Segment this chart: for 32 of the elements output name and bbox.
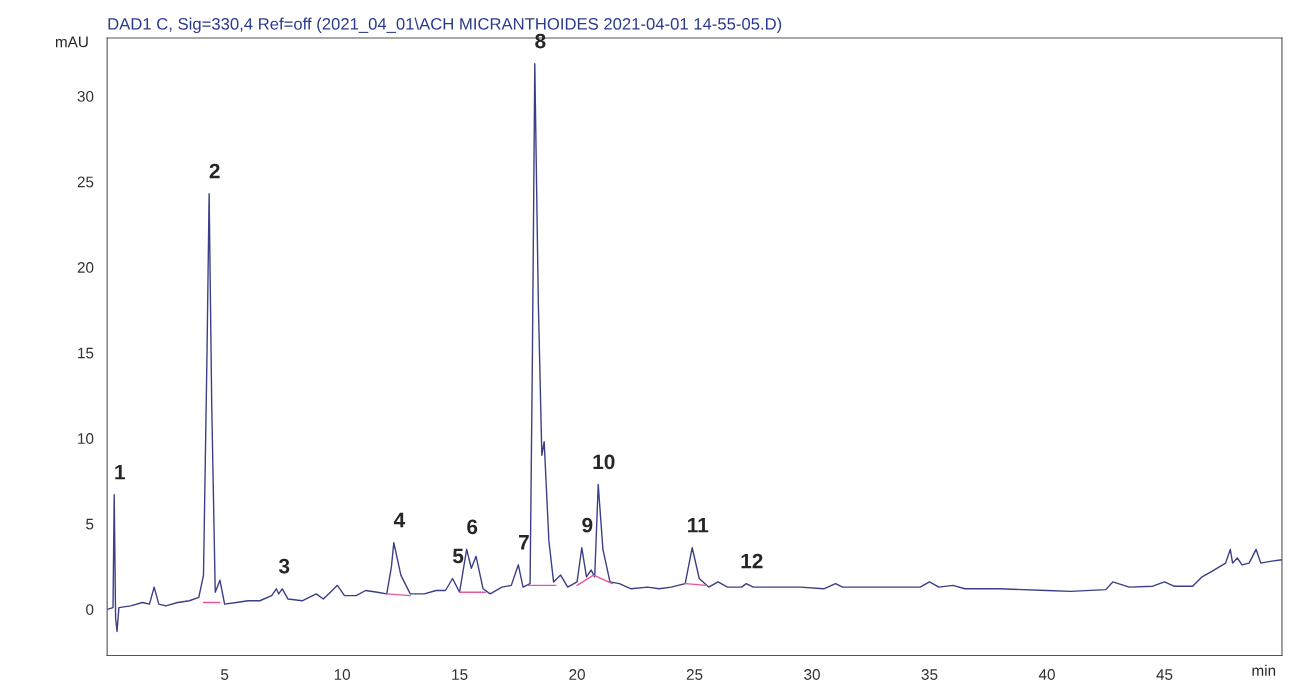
y-tick-label: 30 [77,90,94,102]
annotation: 12 [741,553,763,569]
y-axis-title: mAU [55,36,88,48]
y-tick-label: 15 [78,347,94,359]
annotation: 7 [518,535,529,550]
x-tick-label: 40 [1038,669,1055,680]
y-tick-label: 10 [78,433,94,444]
y-tick-label: 5 [86,518,94,530]
annotation: 2 [209,163,220,179]
x-tick-label: 5 [221,669,229,680]
x-tick-label: 20 [569,669,585,680]
x-axis-title: min [1252,664,1276,676]
y-tick-label: 25 [77,176,94,188]
x-tick-label: 25 [686,669,703,680]
y-tick-label: 0 [86,604,94,615]
x-tick-label: 35 [921,669,938,680]
annotation: 4 [393,512,406,528]
x-tick-label: 45 [1156,669,1173,680]
annotation: 1 [115,464,125,480]
annotation: 3 [278,558,290,574]
chart-title: DAD1 C, Sig=330,4 Ref=off (2021_04_01\ACH MICRANTHOIDES 2021-04-01 14-55-05.D) [108,17,782,34]
y-tick-label: 20 [77,262,94,273]
annotation: 8 [535,33,546,49]
x-tick-label: 30 [804,669,820,680]
annotation: 10 [593,454,615,470]
annotation: 5 [452,548,464,564]
x-tick-label: 15 [452,669,468,680]
annotation: 11 [688,517,709,533]
annotation: 9 [582,517,593,533]
x-tick-label: 10 [334,669,351,680]
line-series [107,62,1282,633]
annotation: 6 [467,519,478,535]
